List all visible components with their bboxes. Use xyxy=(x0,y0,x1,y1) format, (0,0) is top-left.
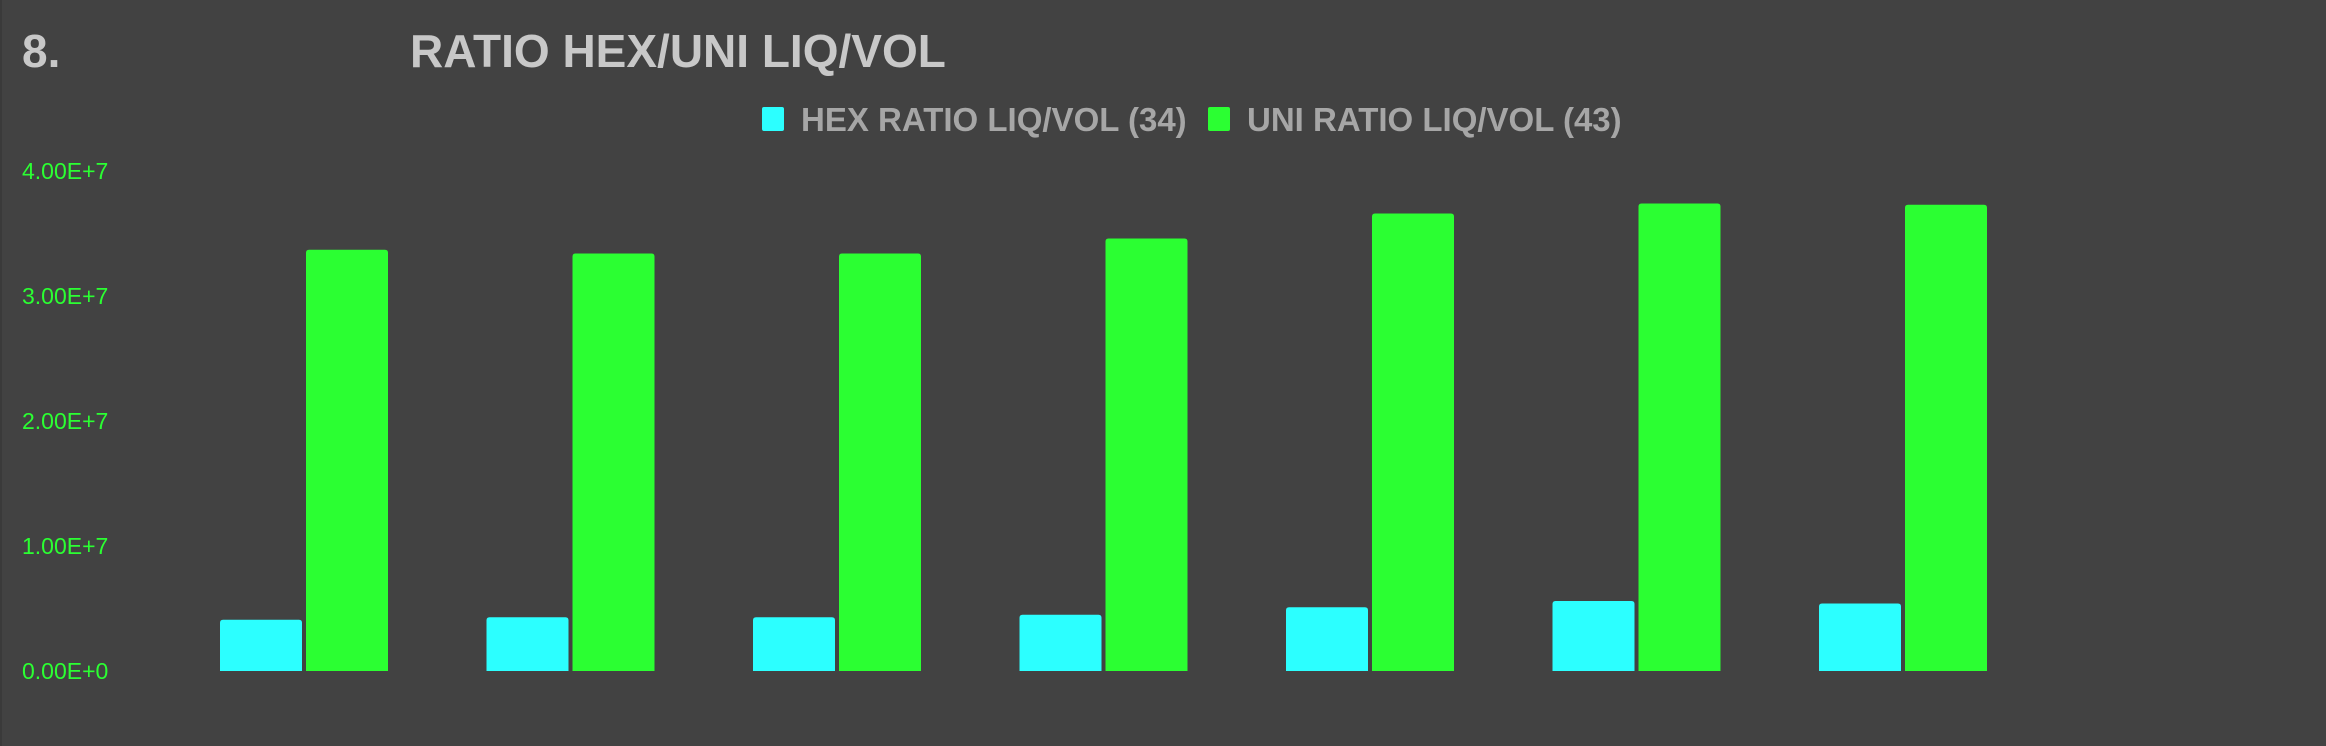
bar-group xyxy=(1819,204,1987,671)
bar-group xyxy=(753,253,921,671)
bar-group xyxy=(1552,203,1721,671)
bars xyxy=(220,203,1987,671)
chart-number: 8. xyxy=(22,25,61,77)
y-tick-label: 0.00E+0 xyxy=(22,658,108,684)
uni-ratio-bar xyxy=(1372,213,1454,671)
uni-ratio-bar xyxy=(839,253,921,671)
hex-ratio-bar xyxy=(753,617,835,671)
y-tick-label: 3.00E+7 xyxy=(22,283,108,309)
hex-ratio-bar xyxy=(1286,607,1368,671)
legend-uni-ratio: UNI RATIO LIQ/VOL (43) xyxy=(1208,101,1622,138)
legend-swatch xyxy=(1208,107,1230,131)
legend-swatch xyxy=(762,107,784,131)
y-axis: 0.00E+0 1.00E+7 2.00E+7 3.00E+7 4.00E+7 xyxy=(22,158,108,684)
hex-ratio-bar xyxy=(220,619,302,671)
y-tick-label: 1.00E+7 xyxy=(22,533,108,559)
uni-ratio-bar xyxy=(1105,238,1188,671)
bar-group xyxy=(1286,213,1454,671)
bar-group xyxy=(1019,238,1188,671)
bar-group xyxy=(220,249,388,671)
legend-label: UNI RATIO LIQ/VOL (43) xyxy=(1247,101,1622,138)
legend-label: HEX RATIO LIQ/VOL (34) xyxy=(801,101,1187,138)
chart-title: RATIO HEX/UNI LIQ/VOL xyxy=(410,25,946,77)
legend: HEX RATIO LIQ/VOL (34) UNI RATIO LIQ/VOL … xyxy=(762,101,1622,138)
hex-ratio-bar xyxy=(1019,614,1102,671)
uni-ratio-bar xyxy=(572,253,655,671)
uni-ratio-bar xyxy=(1638,203,1721,671)
uni-ratio-bar xyxy=(1905,204,1987,671)
hex-ratio-bar xyxy=(1552,601,1635,671)
hex-ratio-bar xyxy=(486,617,569,671)
legend-hex-ratio: HEX RATIO LIQ/VOL (34) xyxy=(762,101,1187,138)
y-tick-label: 2.00E+7 xyxy=(22,408,108,434)
uni-ratio-bar xyxy=(306,249,388,671)
y-tick-label: 4.00E+7 xyxy=(22,158,108,184)
bar-group xyxy=(486,253,655,671)
hex-ratio-bar xyxy=(1819,603,1901,671)
